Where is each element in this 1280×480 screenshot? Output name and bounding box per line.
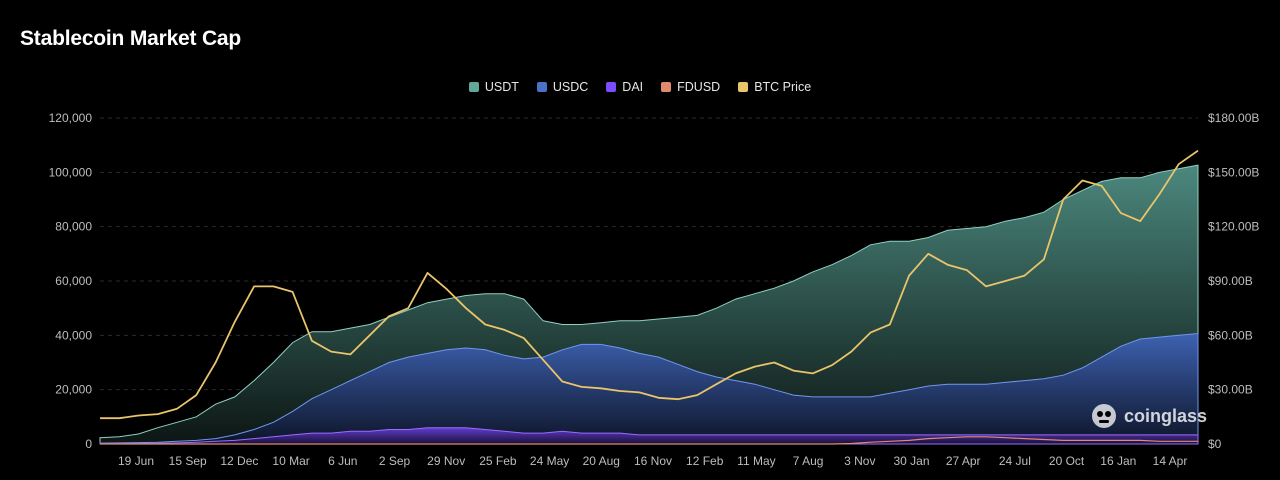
- x-axis: 19 Jun 15 Sep 12 Dec 10 Mar 6 Jun 2 Sep 29 Nov…: [118, 454, 1187, 468]
- x-tick-label: 2 Sep: [379, 454, 411, 468]
- legend-item-usdt[interactable]: USDT: [468, 80, 519, 94]
- y-left-tick-label: 100,000: [49, 165, 93, 179]
- fdusd-line[interactable]: [100, 436, 1198, 445]
- btc-price-line[interactable]: [100, 149, 1199, 420]
- x-tick-label: 12 Feb: [686, 454, 724, 468]
- legend-swatch-dai: [606, 82, 617, 92]
- y-left-tick-label: 0: [85, 437, 92, 451]
- x-tick-label: 30 Jan: [893, 454, 929, 468]
- legend-item-btc-price[interactable]: BTC Price: [738, 80, 811, 94]
- x-tick-label: 20 Oct: [1049, 454, 1085, 468]
- x-tick-label: 19 Jun: [118, 454, 154, 468]
- watermark-text: coinglass: [1124, 405, 1208, 426]
- x-tick-label: 20 Aug: [583, 454, 620, 468]
- x-tick-label: 14 Apr: [1153, 454, 1188, 468]
- x-tick-label: 11 May: [737, 454, 775, 468]
- x-tick-label: 16 Jan: [1100, 454, 1136, 468]
- legend-label-usdc: USDC: [552, 80, 589, 94]
- y-right-tick-label: $60.00B: [1208, 328, 1253, 342]
- stablecoin-areas: [99, 164, 1199, 445]
- x-tick-label: 7 Aug: [793, 454, 824, 468]
- x-tick-label: 15 Sep: [169, 454, 207, 468]
- x-tick-label: 24 May: [530, 454, 569, 468]
- dai-area[interactable]: [99, 427, 1199, 445]
- coinglass-logo-icon: [1092, 404, 1116, 428]
- y-axis-left: 0 20,000 40,000 60,000 80,000 100,000 120,000: [49, 111, 93, 451]
- legend-label-fdusd: FDUSD: [677, 80, 721, 94]
- y-right-tick-label: $0: [1208, 437, 1222, 451]
- y-left-tick-label: 40,000: [55, 328, 92, 342]
- x-tick-label: 12 Dec: [220, 454, 258, 468]
- legend-swatch-usdc: [536, 82, 547, 92]
- legend-swatch-usdt: [468, 82, 479, 92]
- y-left-tick-label: 60,000: [55, 274, 92, 288]
- y-axis-right: $0 $30.00B $60.00B $90.00B $120.00B $150.00B $…: [1208, 111, 1259, 451]
- y-right-tick-label: $150.00B: [1208, 165, 1259, 179]
- legend-item-fdusd[interactable]: FDUSD: [661, 80, 720, 94]
- x-tick-label: 10 Mar: [272, 454, 309, 468]
- chart-legend: USDT USDC DAI FDUSD BTC Price: [0, 80, 1280, 94]
- y-left-tick-label: 120,000: [49, 111, 93, 125]
- y-right-tick-label: $120.00B: [1208, 220, 1259, 234]
- usdc-area[interactable]: [99, 332, 1199, 445]
- legend-item-usdc[interactable]: USDC: [536, 80, 589, 94]
- x-tick-label: 6 Jun: [328, 454, 357, 468]
- watermark: coinglass: [1090, 402, 1207, 430]
- legend-item-dai[interactable]: DAI: [606, 80, 643, 94]
- y-right-tick-label: $90.00B: [1208, 274, 1253, 288]
- y-left-tick-label: 80,000: [55, 220, 92, 234]
- legend-label-usdt: USDT: [484, 80, 519, 94]
- x-tick-label: 25 Feb: [479, 454, 517, 468]
- page-title: Stablecoin Market Cap: [20, 27, 242, 50]
- x-tick-label: 24 Jul: [999, 454, 1031, 468]
- x-tick-label: 16 Nov: [634, 454, 672, 468]
- legend-swatch-btc-price: [738, 82, 749, 92]
- y-left-tick-label: 20,000: [55, 383, 92, 397]
- x-tick-label: 29 Nov: [427, 454, 465, 468]
- y-right-tick-label: $30.00B: [1208, 383, 1253, 397]
- y-right-tick-label: $180.00B: [1208, 111, 1259, 125]
- legend-label-dai: DAI: [622, 80, 644, 94]
- btc-price-line-layer: [100, 149, 1199, 445]
- x-tick-label: 27 Apr: [946, 454, 981, 468]
- legend-label-btc-price: BTC Price: [754, 80, 812, 94]
- x-tick-label: 3 Nov: [844, 454, 875, 468]
- legend-swatch-fdusd: [661, 82, 672, 92]
